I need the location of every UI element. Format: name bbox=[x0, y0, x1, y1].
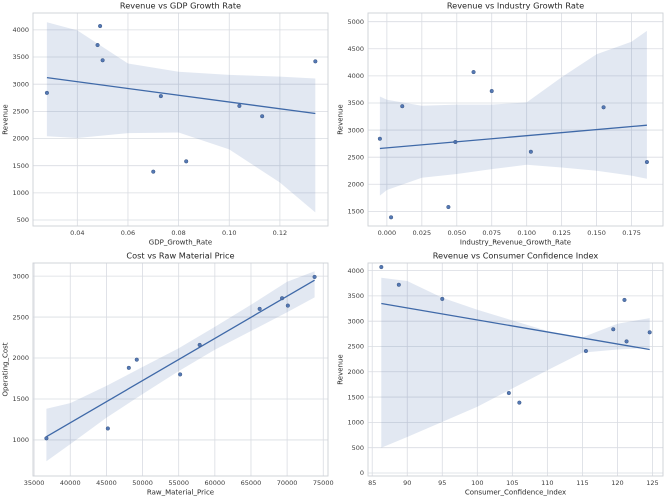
svg-text:Raw_Material_Price: Raw_Material_Price bbox=[147, 489, 214, 497]
svg-text:1000: 1000 bbox=[12, 189, 29, 197]
svg-text:2000: 2000 bbox=[347, 180, 364, 188]
svg-text:70000: 70000 bbox=[277, 479, 298, 487]
svg-text:115: 115 bbox=[576, 479, 588, 487]
svg-text:0.000: 0.000 bbox=[378, 229, 397, 237]
svg-text:0.150: 0.150 bbox=[587, 229, 606, 237]
svg-text:0.100: 0.100 bbox=[517, 229, 536, 237]
svg-text:100: 100 bbox=[471, 479, 483, 487]
svg-text:95: 95 bbox=[438, 479, 446, 487]
svg-text:Revenue vs Consumer Confidence: Revenue vs Consumer Confidence Index bbox=[433, 251, 599, 261]
svg-text:75000: 75000 bbox=[313, 479, 334, 487]
svg-text:500: 500 bbox=[352, 444, 364, 452]
svg-text:0.025: 0.025 bbox=[413, 229, 432, 237]
svg-text:4000: 4000 bbox=[347, 267, 364, 275]
svg-text:Operating_Cost: Operating_Cost bbox=[2, 342, 10, 396]
svg-text:1500: 1500 bbox=[12, 162, 29, 170]
subplot-revenue-vs-gdp-growth-rate: 0.04 0.06 0.08 0.10 0.12 500 1000 1500 2000 2500 3… bbox=[0, 0, 334, 250]
svg-text:1000: 1000 bbox=[347, 419, 364, 427]
svg-text:Revenue: Revenue bbox=[2, 104, 10, 135]
svg-text:0.12: 0.12 bbox=[273, 229, 287, 237]
svg-text:1000: 1000 bbox=[12, 436, 29, 444]
svg-text:0.125: 0.125 bbox=[552, 229, 571, 237]
svg-text:45000: 45000 bbox=[96, 479, 117, 487]
svg-text:5000: 5000 bbox=[347, 18, 364, 26]
svg-text:0.175: 0.175 bbox=[622, 229, 641, 237]
subplot-revenue-vs-consumer-confidence-index: 85 90 95 100 105 110 115 120 125 0 500 1000 1500 2000… bbox=[335, 250, 669, 500]
svg-text:90: 90 bbox=[403, 479, 411, 487]
svg-text:2500: 2500 bbox=[12, 313, 29, 321]
svg-text:Revenue vs GDP Growth Rate: Revenue vs GDP Growth Rate bbox=[120, 1, 241, 11]
svg-text:4000: 4000 bbox=[347, 72, 364, 80]
svg-text:2500: 2500 bbox=[12, 108, 29, 116]
svg-text:0.04: 0.04 bbox=[70, 229, 84, 237]
svg-text:2500: 2500 bbox=[347, 343, 364, 351]
subplot-cost-vs-raw-material-price: 35000 40000 45000 50000 55000 60000 65000 70000… bbox=[0, 250, 334, 500]
svg-text:1500: 1500 bbox=[12, 395, 29, 403]
svg-text:500: 500 bbox=[17, 216, 29, 224]
svg-text:110: 110 bbox=[541, 479, 553, 487]
chart-cost-vs-raw-material-price: 35000 40000 45000 50000 55000 60000 65000 70000… bbox=[2, 251, 334, 497]
chart-revenue-vs-gdp-growth-rate: 0.04 0.06 0.08 0.10 0.12 500 1000 1500 2000 2500 3… bbox=[2, 1, 329, 247]
svg-text:60000: 60000 bbox=[204, 479, 225, 487]
svg-text:3000: 3000 bbox=[12, 272, 29, 280]
subplot-revenue-vs-industry-growth-rate: 0.000 0.025 0.050 0.075 0.100 0.125 0.150 0.175… bbox=[335, 0, 669, 250]
svg-text:2000: 2000 bbox=[12, 354, 29, 362]
svg-text:Revenue: Revenue bbox=[337, 104, 345, 135]
svg-text:55000: 55000 bbox=[168, 479, 189, 487]
svg-text:3000: 3000 bbox=[347, 317, 364, 325]
svg-text:4000: 4000 bbox=[12, 26, 29, 34]
chart-revenue-vs-industry-growth-rate: 0.000 0.025 0.050 0.075 0.100 0.125 0.150 0.175… bbox=[337, 1, 664, 247]
svg-text:4500: 4500 bbox=[347, 45, 364, 53]
svg-text:Revenue: Revenue bbox=[337, 354, 345, 385]
svg-text:0: 0 bbox=[360, 469, 364, 477]
svg-text:2000: 2000 bbox=[347, 368, 364, 376]
svg-text:3500: 3500 bbox=[347, 99, 364, 107]
svg-text:40000: 40000 bbox=[60, 479, 81, 487]
svg-text:65000: 65000 bbox=[241, 479, 262, 487]
svg-text:1500: 1500 bbox=[347, 393, 364, 401]
chart-revenue-vs-consumer-confidence-index: 85 90 95 100 105 110 115 120 125 0 500 1000 1500 2000… bbox=[337, 251, 664, 497]
svg-text:35000: 35000 bbox=[24, 479, 45, 487]
svg-text:0.06: 0.06 bbox=[121, 229, 135, 237]
svg-text:0.08: 0.08 bbox=[171, 229, 185, 237]
svg-text:0.10: 0.10 bbox=[222, 229, 236, 237]
svg-text:125: 125 bbox=[646, 479, 658, 487]
svg-text:3500: 3500 bbox=[12, 53, 29, 61]
svg-text:GDP_Growth_Rate: GDP_Growth_Rate bbox=[149, 239, 212, 247]
svg-text:1500: 1500 bbox=[347, 208, 364, 216]
svg-text:105: 105 bbox=[506, 479, 518, 487]
svg-text:85: 85 bbox=[368, 479, 376, 487]
svg-text:Consumer_Confidence_Index: Consumer_Confidence_Index bbox=[465, 489, 566, 497]
svg-text:Cost vs Raw Material Price: Cost vs Raw Material Price bbox=[126, 251, 234, 261]
svg-text:3000: 3000 bbox=[12, 80, 29, 88]
svg-text:Revenue vs Industry Growth Rat: Revenue vs Industry Growth Rate bbox=[447, 1, 584, 11]
svg-text:3500: 3500 bbox=[347, 292, 364, 300]
svg-text:3000: 3000 bbox=[347, 126, 364, 134]
svg-text:0.050: 0.050 bbox=[447, 229, 466, 237]
svg-text:50000: 50000 bbox=[132, 479, 153, 487]
svg-text:0.075: 0.075 bbox=[482, 229, 501, 237]
svg-text:Industry_Revenue_Growth_Rate: Industry_Revenue_Growth_Rate bbox=[460, 239, 571, 247]
svg-text:120: 120 bbox=[611, 479, 623, 487]
svg-text:2000: 2000 bbox=[12, 135, 29, 143]
svg-text:2500: 2500 bbox=[347, 153, 364, 161]
